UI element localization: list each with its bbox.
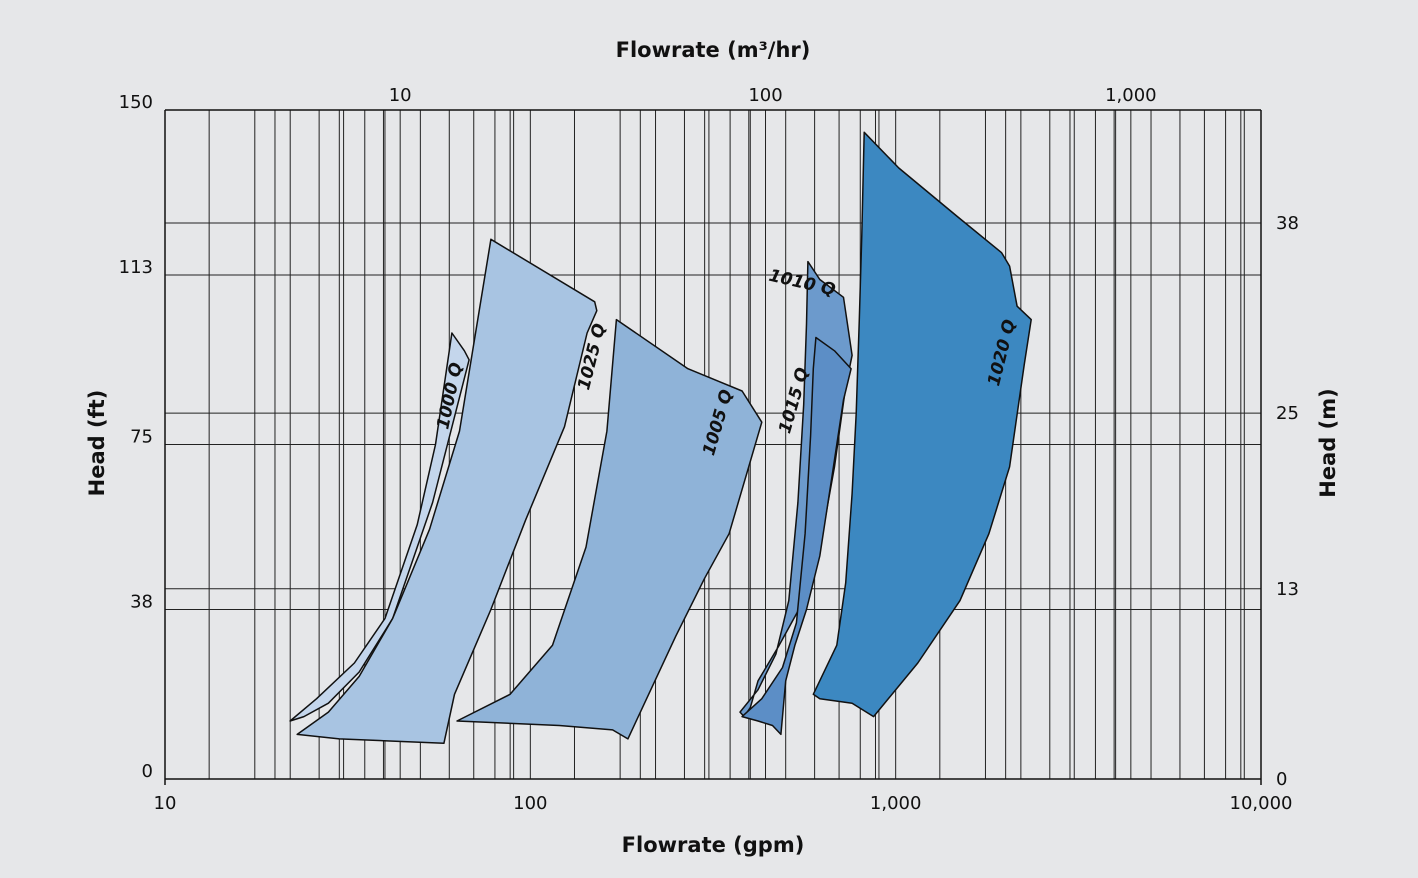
y-tick-label: 38 xyxy=(130,592,153,613)
series-area-1020-q xyxy=(812,131,1032,718)
x-tick-label: 10 xyxy=(154,793,177,814)
x-axis-title: Flowrate (gpm) xyxy=(622,833,805,857)
tick-labels: 10 100 1,000 10,000 10 100 1,000 0 38 75 113 150 0 13… xyxy=(119,85,1299,814)
y-tick-label: 113 xyxy=(119,257,153,278)
y2-tick-label: 38 xyxy=(1276,213,1299,234)
y2-tick-label: 25 xyxy=(1276,403,1299,424)
axes xyxy=(164,109,1262,785)
y-tick-label: 0 xyxy=(142,761,153,782)
y-axis-title: Head (ft) xyxy=(85,390,109,497)
series-area-1015-q xyxy=(741,336,852,736)
x2-axis-title: Flowrate (m³/hr) xyxy=(616,38,811,62)
x-tick-label: 1,000 xyxy=(870,793,922,814)
x2-tick-label: 100 xyxy=(748,85,782,106)
y2-tick-label: 0 xyxy=(1276,769,1287,790)
x-tick-label: 10,000 xyxy=(1230,793,1293,814)
x-tick-label: 100 xyxy=(513,793,547,814)
x2-tick-label: 1,000 xyxy=(1105,85,1157,106)
x2-tick-label: 10 xyxy=(389,85,412,106)
series-area-1025-q xyxy=(296,238,598,745)
series-label-1010-q: 1010 Q xyxy=(767,266,837,301)
y-tick-label: 75 xyxy=(130,427,153,448)
y-tick-label: 150 xyxy=(119,92,153,113)
y2-tick-label: 13 xyxy=(1276,579,1299,600)
series-area-1005-q xyxy=(456,318,763,740)
series-areas xyxy=(289,131,1032,745)
series-area-1000-q xyxy=(289,332,470,722)
y2-axis-title: Head (m) xyxy=(1316,388,1340,497)
